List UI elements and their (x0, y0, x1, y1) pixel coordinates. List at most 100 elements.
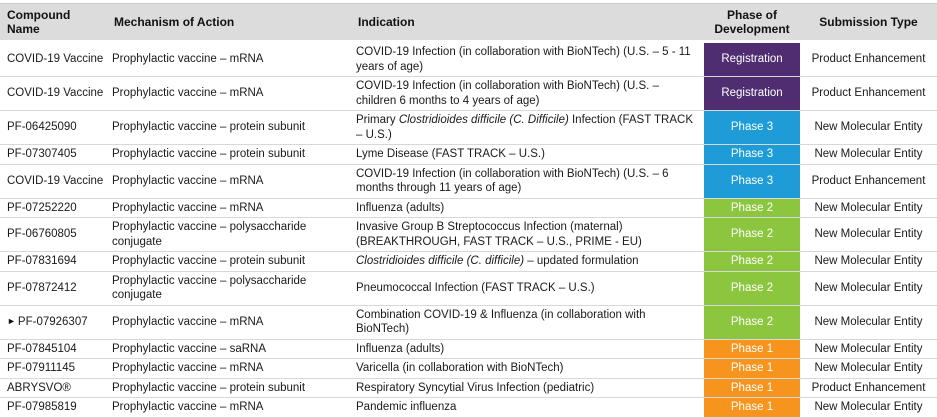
table-row: ► PF-07926307 Prophylactic vaccine – mRNA C… (0, 305, 937, 340)
indication-text: Pandemic influenza (356, 401, 457, 413)
compound-name-cell: PF-07911145 (0, 358, 108, 379)
compound-name-cell: ABRYSVO® (0, 378, 108, 398)
indication-text: COVID-19 Infection (in collaboration wit… (356, 46, 691, 73)
table-row: COVID-19 Vaccine Prophylactic vaccine – m… (0, 76, 937, 111)
phase-badge: Phase 1 (704, 339, 800, 359)
indication-cell: Varicella (in collaboration with BioNTec… (352, 358, 704, 379)
table-row: ABRYSVO® Prophylactic vaccine – protein s… (0, 378, 937, 398)
compound-name: PF-06760805 (7, 228, 77, 241)
table-row: PF-07845104 Prophylactic vaccine – saRNA I… (0, 339, 937, 359)
new-entry-marker-icon: ► (7, 315, 16, 326)
indication-text-italic: Clostridioides difficile (C. difficile) (356, 255, 525, 267)
compound-name: PF-07926307 (17, 315, 88, 328)
compound-name: COVID-19 Vaccine (7, 87, 104, 100)
indication-text: – updated formulation (524, 255, 639, 267)
compound-name-cell: PF-07845104 (0, 339, 108, 359)
submission-type-cell: New Molecular Entity (800, 110, 937, 145)
submission-type-cell: New Molecular Entity (800, 358, 937, 379)
table-row: COVID-19 Vaccine Prophylactic vaccine – m… (0, 41, 937, 77)
compound-name: PF-07307405 (7, 148, 77, 160)
indication-cell: Pandemic influenza (352, 397, 704, 418)
mechanism-cell: Prophylactic vaccine – saRNA (108, 339, 352, 359)
submission-type-cell: Product Enhancement (800, 164, 937, 199)
submission-type-cell: New Molecular Entity (800, 397, 937, 418)
submission-type-cell: Product Enhancement (800, 378, 937, 398)
table-row: PF-06425090 Prophylactic vaccine – protei… (0, 110, 937, 145)
compound-name-cell: PF-07252220 (0, 198, 108, 218)
column-header-submission-type: Submission Type (800, 3, 937, 43)
mechanism-cell: Prophylactic vaccine – mRNA (108, 397, 352, 418)
compound-name: COVID-19 Vaccine (7, 174, 104, 187)
table-row: PF-06760805 Prophylactic vaccine – polysa… (0, 217, 937, 252)
indication-cell: Combination COVID-19 & Influenza (in col… (352, 305, 704, 340)
compound-name: PF-07831694 (7, 255, 77, 267)
table-row: COVID-19 Vaccine Prophylactic vaccine – m… (0, 164, 937, 199)
phase-badge: Phase 3 (704, 110, 800, 145)
compound-name-cell: COVID-19 Vaccine (0, 76, 108, 111)
submission-type-cell: New Molecular Entity (800, 339, 937, 359)
table-body: COVID-19 Vaccine Prophylactic vaccine – m… (0, 41, 937, 418)
submission-type-cell: Product Enhancement (800, 76, 937, 111)
indication-text: Primary (356, 114, 399, 126)
indication-cell: COVID-19 Infection (in collaboration wit… (352, 76, 704, 111)
compound-name-cell: PF-06760805 (0, 217, 108, 252)
table-row: PF-07911145 Prophylactic vaccine – mRNA Va… (0, 358, 937, 379)
compound-name: PF-07845104 (7, 342, 77, 355)
phase-badge: Registration (704, 41, 800, 77)
phase-badge: Phase 3 (704, 164, 800, 199)
submission-type-cell: New Molecular Entity (800, 144, 937, 165)
compound-name-cell: COVID-19 Vaccine (0, 164, 108, 199)
mechanism-cell: Prophylactic vaccine – mRNA (108, 358, 352, 379)
indication-cell: Clostridioides difficile (C. difficile) … (352, 251, 704, 272)
indication-text: Infection (FAST TRACK – U.S.) (356, 114, 694, 141)
indication-text: Varicella (in collaboration with BioNTec… (356, 362, 564, 374)
submission-type-cell: New Molecular Entity (800, 305, 937, 340)
table-row: PF-07872412 Prophylactic vaccine – polysa… (0, 271, 937, 306)
compound-name: COVID-19 Vaccine (7, 53, 104, 66)
indication-cell: Primary Clostridioides difficile (C. Dif… (352, 110, 704, 145)
phase-badge: Phase 2 (704, 217, 800, 252)
column-header-mechanism-of-action: Mechanism of Action (108, 3, 352, 43)
mechanism-cell: Prophylactic vaccine – protein subunit (108, 144, 352, 165)
indication-cell: Influenza (adults) (352, 198, 704, 218)
phase-badge: Phase 2 (704, 305, 800, 340)
table-row: PF-07985819 Prophylactic vaccine – mRNA Pa… (0, 397, 937, 418)
mechanism-cell: Prophylactic vaccine – polysaccharide co… (108, 271, 352, 306)
indication-text: Influenza (adults) (356, 201, 445, 214)
indication-cell: COVID-19 Infection (in collaboration wit… (352, 41, 704, 77)
column-header-indication: Indication (352, 3, 704, 43)
vaccine-pipeline-table: Compound Name Mechanism of Action Indica… (0, 3, 937, 418)
table-row: PF-07831694 Prophylactic vaccine – protei… (0, 251, 937, 272)
table-row: PF-07252220 Prophylactic vaccine – mRNA In… (0, 198, 937, 218)
phase-badge: Phase 3 (704, 144, 800, 165)
phase-badge: Phase 1 (704, 378, 800, 398)
compound-name: PF-06425090 (7, 121, 77, 134)
compound-name: ABRYSVO® (7, 381, 71, 394)
compound-name: PF-07985819 (7, 401, 77, 413)
phase-badge: Phase 2 (704, 251, 800, 272)
mechanism-cell: Prophylactic vaccine – mRNA (108, 198, 352, 218)
compound-name-cell: PF-07872412 (0, 271, 108, 306)
indication-text: Invasive Group B Streptococcus Infection… (356, 221, 642, 248)
mechanism-cell: Prophylactic vaccine – mRNA (108, 305, 352, 340)
table-header-row: Compound Name Mechanism of Action Indica… (0, 3, 937, 43)
indication-text: Influenza (adults) (356, 342, 445, 355)
indication-text: COVID-19 Infection (in collaboration wit… (356, 167, 669, 195)
phase-badge: Registration (704, 76, 800, 111)
indication-cell: Pneumococcal Infection (FAST TRACK – U.S… (352, 271, 704, 306)
indication-cell: COVID-19 Infection (in collaboration wit… (352, 164, 704, 199)
indication-cell: Lyme Disease (FAST TRACK – U.S.) (352, 144, 704, 165)
indication-text: Combination COVID-19 & Influenza (in col… (356, 308, 646, 336)
phase-badge: Phase 1 (704, 397, 800, 418)
compound-name: PF-07252220 (7, 201, 77, 214)
mechanism-cell: Prophylactic vaccine – protein subunit (108, 110, 352, 145)
compound-name-cell: PF-07307405 (0, 144, 108, 165)
mechanism-cell: Prophylactic vaccine – protein subunit (108, 251, 352, 272)
indication-cell: Respiratory Syncytial Virus Infection (p… (352, 378, 704, 398)
compound-name-cell: PF-07831694 (0, 251, 108, 272)
submission-type-cell: Product Enhancement (800, 41, 937, 77)
submission-type-cell: New Molecular Entity (800, 251, 937, 272)
submission-type-cell: New Molecular Entity (800, 217, 937, 252)
mechanism-cell: Prophylactic vaccine – mRNA (108, 41, 352, 77)
